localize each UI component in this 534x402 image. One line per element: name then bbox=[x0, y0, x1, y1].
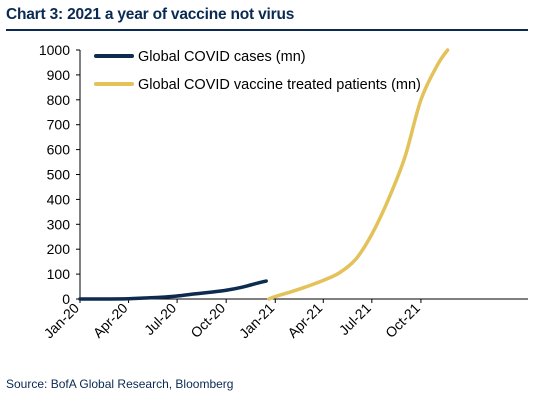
x-tick-label: Jan-21 bbox=[236, 300, 278, 342]
y-tick-label: 200 bbox=[47, 241, 71, 257]
source-note: Source: BofA Global Research, Bloomberg bbox=[6, 377, 234, 391]
x-tick-label: Apr-21 bbox=[284, 300, 325, 341]
chart-title: Chart 3: 2021 a year of vaccine not viru… bbox=[6, 6, 295, 23]
legend-item-vaccine: Global COVID vaccine treated patients (m… bbox=[138, 77, 421, 93]
y-tick-label: 400 bbox=[47, 191, 71, 207]
title-divider bbox=[6, 29, 528, 31]
series-line-vaccine bbox=[267, 48, 450, 301]
y-tick-label: 800 bbox=[47, 92, 71, 108]
y-tick-label: 700 bbox=[47, 117, 71, 133]
y-tick-label: 0 bbox=[62, 291, 70, 307]
y-tick-label: 900 bbox=[47, 67, 71, 83]
y-tick-label: 100 bbox=[47, 266, 71, 282]
x-tick-label: Oct-21 bbox=[382, 300, 423, 341]
series-line-cases bbox=[78, 279, 268, 301]
x-tick-label: Oct-20 bbox=[187, 300, 228, 341]
x-tick-label: Jul-21 bbox=[336, 300, 374, 338]
y-tick-label: 1000 bbox=[39, 42, 70, 58]
x-tick-label: Jul-20 bbox=[141, 300, 179, 338]
y-tick-label: 600 bbox=[47, 142, 71, 158]
y-tick-label: 500 bbox=[47, 167, 71, 183]
legend-item-cases: Global COVID cases (mn) bbox=[138, 49, 306, 65]
y-tick-label: 300 bbox=[47, 216, 71, 232]
x-tick-label: Apr-20 bbox=[90, 300, 131, 341]
